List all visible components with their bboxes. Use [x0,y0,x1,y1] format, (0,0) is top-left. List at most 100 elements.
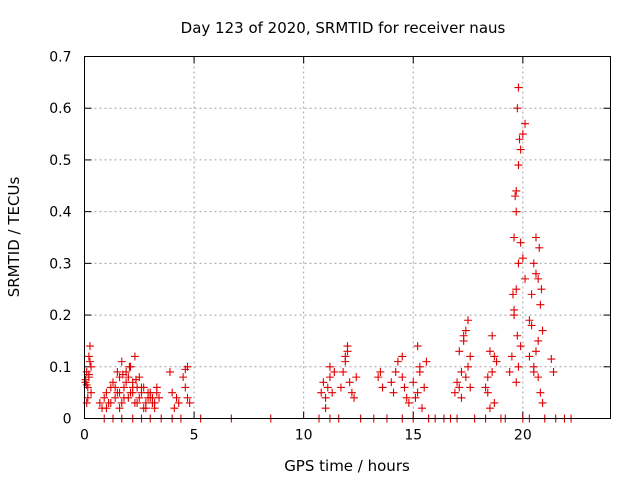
data-point [185,398,194,407]
data-point [535,243,544,252]
data-point [512,207,521,216]
data-point [418,404,427,413]
data-point [321,404,330,413]
data-point [481,383,490,392]
data-point [122,378,131,387]
data-point [413,342,422,351]
data-point [529,367,538,376]
data-point [387,378,396,387]
data-point [422,357,431,366]
data-point [350,393,359,402]
y-tick-label: 0.7 [49,50,71,66]
x-tick-label: 15 [404,428,422,444]
data-point [514,83,523,92]
data-point [536,300,545,309]
data-point [529,259,538,268]
data-point [531,269,540,278]
data-point [339,367,348,376]
data-point [84,352,93,361]
x-tick-label: 5 [190,428,199,444]
data-point [393,357,402,366]
data-point [521,119,530,128]
data-point [461,326,470,335]
data-point [521,274,530,283]
grid-lines [84,56,611,419]
data-point [139,383,148,392]
data-point [483,373,492,382]
data-point [95,398,104,407]
data-point [174,398,183,407]
y-tick-label: 0.5 [49,153,71,169]
data-point [461,373,470,382]
data-point [343,342,352,351]
data-point [514,161,523,170]
x-tick-label: 10 [295,428,313,444]
data-point [323,383,332,392]
data-point [547,355,556,364]
data-point [374,373,383,382]
data-point [514,362,523,371]
data-point [505,367,514,376]
data-point [352,373,361,382]
data-point [537,285,546,294]
data-point [518,130,527,139]
data-point [466,383,475,392]
data-point [341,352,350,361]
data-point [404,398,413,407]
x-axis-label: GPS time / hours [284,457,410,475]
data-point [111,393,120,402]
x-tick-label: 0 [80,428,89,444]
data-point [490,352,499,361]
data-point [512,285,521,294]
data-point [117,357,126,366]
data-point [534,373,543,382]
data-point [490,398,499,407]
data-point [168,388,177,397]
data-point [513,331,522,340]
data-point [510,305,519,314]
data-point [106,398,115,407]
data-point [549,367,558,376]
data-point [325,362,334,371]
data-point [102,388,111,397]
data-point [538,398,547,407]
data-point [483,388,492,397]
data-point [512,378,521,387]
data-point [400,383,409,392]
data-point [102,404,111,413]
data-point [183,362,192,371]
data-point [507,352,516,361]
data-point [525,352,534,361]
data-point [389,388,398,397]
data-point [513,104,522,113]
data-point [411,393,420,402]
data-point [144,388,153,397]
data-point [527,321,536,330]
data-point [141,404,150,413]
data-point [510,233,519,242]
data-point [538,326,547,335]
data-point [457,393,466,402]
data-point [378,383,387,392]
data-point [84,370,93,379]
data-point [170,404,179,413]
data-point [511,192,520,201]
data-point [415,362,424,371]
data-point [457,367,466,376]
data-point [516,238,525,247]
data-point [135,393,144,402]
data-point [328,388,337,397]
data-point [512,186,521,195]
data-point [87,388,96,397]
data-point [515,135,524,144]
data-point [376,367,385,376]
data-point [464,316,473,325]
data-point [119,393,128,402]
data-point [534,274,543,283]
data-point [317,388,326,397]
data-point [536,388,545,397]
data-point [108,378,117,387]
data-point [119,383,128,392]
data-point [183,393,192,402]
